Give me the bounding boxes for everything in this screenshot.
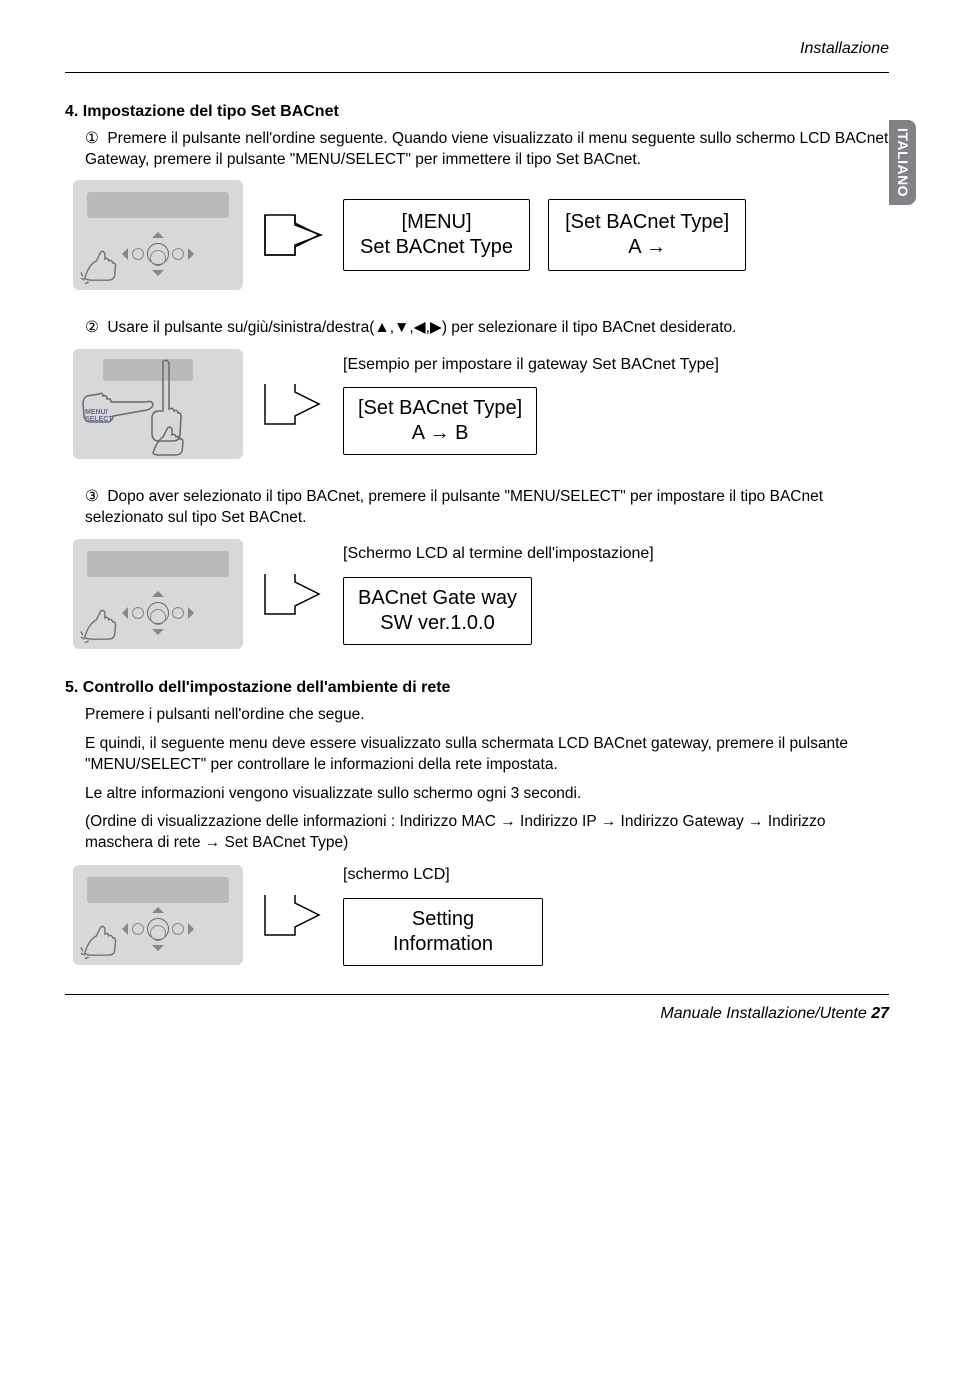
step1-diagram: [MENU] Set BACnet Type [Set BACnet Type]…: [73, 180, 889, 290]
sec5-line4: (Ordine di visualizzazione delle informa…: [85, 812, 889, 854]
step2-number: ②: [85, 318, 103, 339]
step1-instruction: ① Premere il pulsante nell'ordine seguen…: [65, 129, 889, 171]
example-caption: [Esempio per impostare il gateway Set BA…: [343, 354, 719, 376]
lcd-set-line1: [Set BACnet Type]: [565, 210, 729, 235]
step1-number: ①: [85, 129, 103, 150]
hand-pointer-icon: [79, 595, 127, 643]
device-lcd: [87, 192, 229, 218]
device-illustration-2: MENU/SELECT: [73, 349, 243, 459]
lcd-menu-panel: [MENU] Set BACnet Type: [343, 199, 530, 271]
lcd-done-line1: BACnet Gate way: [358, 586, 517, 611]
lcd-menu-line2: Set BACnet Type: [360, 235, 513, 260]
step2-instruction: ② Usare il pulsante su/giù/sinistra/dest…: [65, 318, 889, 339]
step3-number: ③: [85, 487, 103, 508]
sec5-lcd-caption: [schermo LCD]: [343, 864, 543, 886]
page-footer: Manuale Installazione/Utente 27: [65, 1003, 889, 1025]
step3-diagram: [Schermo LCD al termine dell'impostazion…: [73, 539, 889, 649]
lcd-ab-line2: A → B: [358, 421, 522, 446]
device-illustration-3: [73, 539, 243, 649]
device-illustration-5: [73, 865, 243, 965]
hand-pointer-icon: [79, 911, 127, 959]
section4-title: 4. Impostazione del tipo Set BACnet: [65, 101, 889, 123]
step1-text: Premere il pulsante nell'ordine seguente…: [85, 130, 888, 168]
sec5-panel-col: [schermo LCD] Setting Information: [343, 864, 543, 966]
step2-diagram: MENU/SELECT [Esempio per impostare il ga…: [73, 349, 889, 459]
menu-select-label: MENU/SELECT: [85, 409, 113, 423]
section5-title: 5. Controllo dell'impostazione dell'ambi…: [65, 677, 889, 699]
step3-panel-col: [Schermo LCD al termine dell'impostazion…: [343, 543, 654, 645]
arrow-icon: [261, 380, 325, 428]
footer-page-number: 27: [871, 1005, 889, 1022]
lcd-menu-line1: [MENU]: [360, 210, 513, 235]
step2-text: Usare il pulsante su/giù/sinistra/destra…: [107, 319, 736, 336]
arrow-icon: [261, 891, 325, 939]
hand-pointer-bottom-icon: [147, 413, 191, 457]
lcd-setting-line2: Information: [358, 932, 528, 957]
lcd-setting-panel: Setting Information: [343, 898, 543, 966]
lcd-set-panel: [Set BACnet Type] A →: [548, 199, 746, 271]
step3-text: Dopo aver selezionato il tipo BACnet, pr…: [85, 488, 823, 526]
lcd-setting-line1: Setting: [358, 907, 528, 932]
lcd-set-line2: A →: [565, 235, 729, 260]
language-tab: ITALIANO: [889, 120, 916, 205]
step2-panel-col: [Esempio per impostare il gateway Set BA…: [343, 354, 719, 456]
sec5-line2: E quindi, il seguente menu deve essere v…: [85, 734, 889, 776]
lcd-ab-line1: [Set BACnet Type]: [358, 396, 522, 421]
done-caption: [Schermo LCD al termine dell'impostazion…: [343, 543, 654, 565]
lcd-done-panel: BACnet Gate way SW ver.1.0.0: [343, 577, 532, 645]
device-lcd: [87, 877, 229, 903]
step3-instruction: ③ Dopo aver selezionato il tipo BACnet, …: [65, 487, 889, 529]
lcd-ab-panel: [Set BACnet Type] A → B: [343, 387, 537, 455]
device-lcd: [87, 551, 229, 577]
sec5-diagram: [schermo LCD] Setting Information: [73, 864, 889, 966]
page-header-section: Installazione: [800, 38, 889, 60]
arrow-icon: [261, 211, 325, 259]
hand-pointer-icon: [79, 236, 127, 284]
header-divider: [65, 72, 889, 73]
sec5-line3: Le altre informazioni vengono visualizza…: [85, 784, 889, 805]
lcd-done-line2: SW ver.1.0.0: [358, 611, 517, 636]
sec5-line1: Premere i pulsanti nell'ordine che segue…: [85, 705, 889, 726]
device-illustration-1: [73, 180, 243, 290]
footer-divider: [65, 994, 889, 995]
footer-text: Manuale Installazione/Utente: [660, 1005, 866, 1022]
arrow-icon: [261, 570, 325, 618]
